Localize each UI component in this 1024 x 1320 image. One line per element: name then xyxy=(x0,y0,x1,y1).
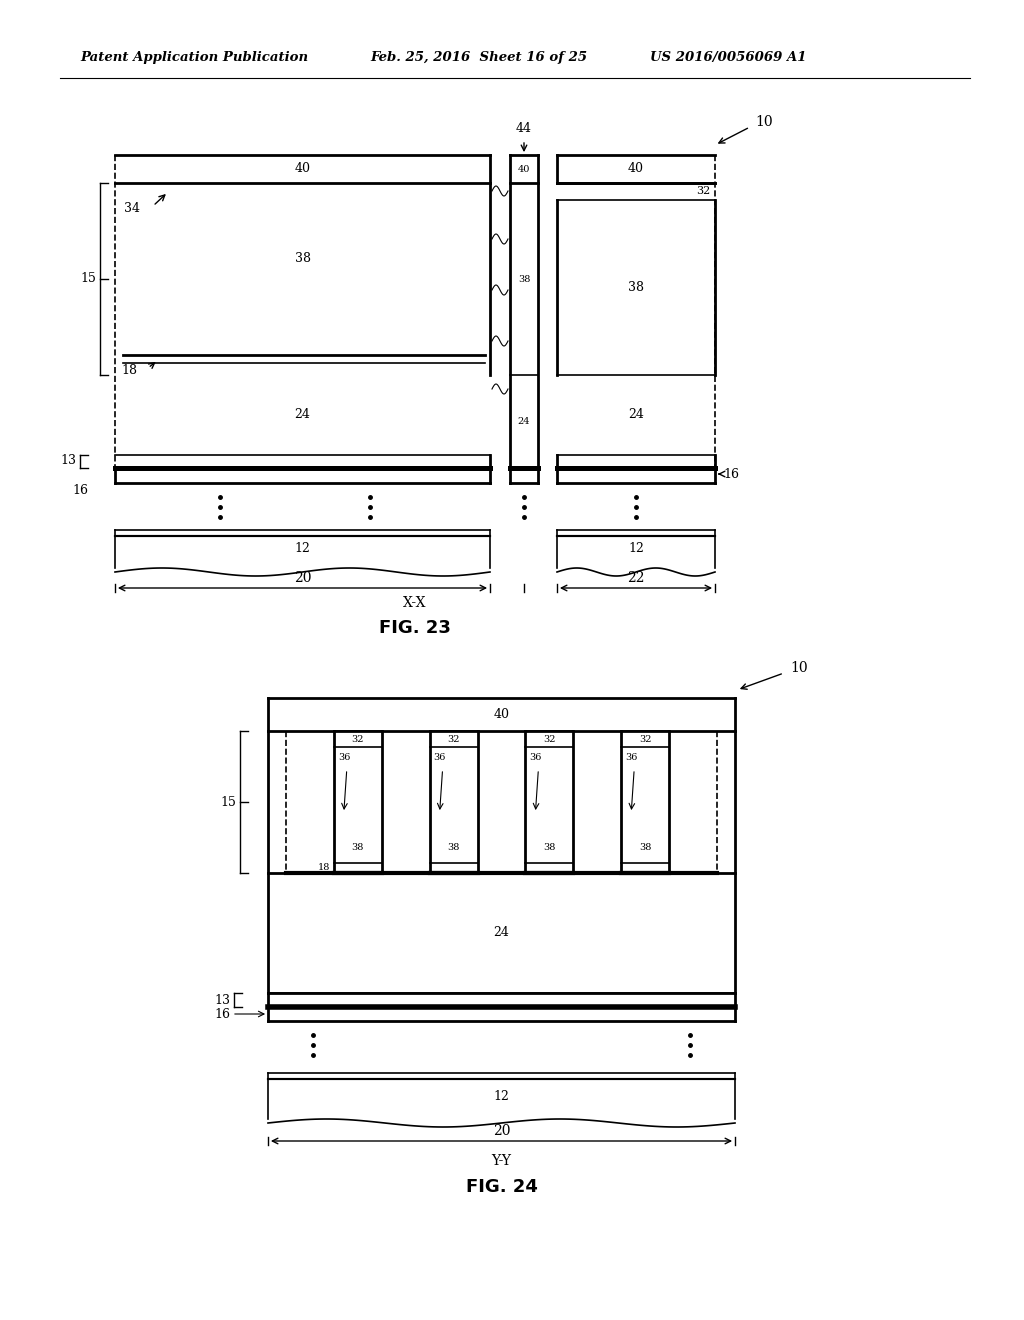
Text: 38: 38 xyxy=(447,843,460,853)
Text: 32: 32 xyxy=(447,734,460,743)
Text: 13: 13 xyxy=(214,994,230,1006)
Text: 38: 38 xyxy=(543,843,556,853)
Text: 10: 10 xyxy=(755,115,773,129)
Text: 16: 16 xyxy=(214,1007,230,1020)
Text: 16: 16 xyxy=(72,483,88,496)
Text: 40: 40 xyxy=(494,708,510,721)
Text: 20: 20 xyxy=(294,572,311,585)
Text: 13: 13 xyxy=(60,454,76,467)
Text: 36: 36 xyxy=(626,752,638,762)
Text: 32: 32 xyxy=(696,186,710,197)
Text: FIG. 24: FIG. 24 xyxy=(466,1177,538,1196)
Text: 38: 38 xyxy=(351,843,364,853)
Text: 18: 18 xyxy=(317,863,330,873)
Text: 36: 36 xyxy=(338,752,350,762)
Text: 12: 12 xyxy=(628,543,644,556)
Text: 20: 20 xyxy=(493,1125,510,1138)
Text: 24: 24 xyxy=(295,408,310,421)
Text: 44: 44 xyxy=(516,121,532,135)
Text: 38: 38 xyxy=(639,843,651,853)
Text: 12: 12 xyxy=(295,543,310,556)
Text: 40: 40 xyxy=(628,162,644,176)
Text: 16: 16 xyxy=(723,467,739,480)
Text: 40: 40 xyxy=(295,162,310,176)
Text: 36: 36 xyxy=(433,752,446,762)
Text: 34: 34 xyxy=(124,202,140,214)
Text: 22: 22 xyxy=(628,572,645,585)
Text: 38: 38 xyxy=(628,281,644,294)
Text: 24: 24 xyxy=(518,417,530,426)
Text: 38: 38 xyxy=(295,252,310,265)
Text: 24: 24 xyxy=(494,927,509,940)
Text: FIG. 23: FIG. 23 xyxy=(379,619,451,638)
Text: 36: 36 xyxy=(529,752,542,762)
Text: 24: 24 xyxy=(628,408,644,421)
Text: 32: 32 xyxy=(639,734,651,743)
Text: 40: 40 xyxy=(518,165,530,173)
Text: X-X: X-X xyxy=(403,597,427,610)
Text: 18: 18 xyxy=(121,363,137,376)
Text: Y-Y: Y-Y xyxy=(492,1154,512,1168)
Text: Patent Application Publication: Patent Application Publication xyxy=(80,51,308,65)
Text: 15: 15 xyxy=(80,272,96,285)
Text: 15: 15 xyxy=(220,796,236,808)
Text: 32: 32 xyxy=(351,734,365,743)
Text: 38: 38 xyxy=(518,275,530,284)
Text: 32: 32 xyxy=(543,734,556,743)
Text: US 2016/0056069 A1: US 2016/0056069 A1 xyxy=(650,51,807,65)
Text: 12: 12 xyxy=(494,1089,509,1102)
Text: Feb. 25, 2016  Sheet 16 of 25: Feb. 25, 2016 Sheet 16 of 25 xyxy=(370,51,587,65)
Text: 10: 10 xyxy=(790,661,808,675)
